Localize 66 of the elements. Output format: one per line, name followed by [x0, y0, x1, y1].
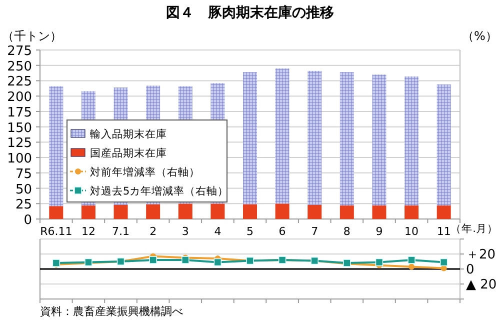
x-tick-label: R6.11 — [40, 225, 72, 238]
legend-label: 対過去5カ年増減率（右軸） — [90, 184, 229, 198]
legend-label: 輸入品期末在庫 — [90, 128, 167, 140]
y-tick-label: 225 — [7, 74, 32, 90]
bar — [49, 86, 64, 206]
bar — [340, 205, 354, 219]
bar — [404, 76, 419, 206]
x-tick-label: 9 — [376, 225, 383, 238]
bar — [210, 204, 225, 219]
x-tick-label: 11 — [436, 225, 451, 238]
point — [408, 264, 415, 270]
point — [375, 258, 384, 266]
y-tick-label: 0 — [24, 213, 32, 228]
y-tick-label: 175 — [7, 105, 32, 120]
y-tick-label: 200 — [7, 90, 32, 106]
bar — [372, 205, 386, 219]
y2-tick-label: ＋20 — [466, 248, 496, 262]
y-tick-label: 25 — [15, 198, 32, 213]
point — [181, 256, 190, 264]
y-tick-label: 75 — [15, 166, 32, 182]
y-tick-label: 150 — [7, 120, 32, 136]
x-tick-label: 7 — [311, 225, 318, 238]
bar — [436, 84, 451, 206]
legend-label: 対前年増減率（右軸） — [90, 166, 200, 178]
bar — [308, 70, 322, 205]
y-tick-label: 275 — [7, 44, 32, 59]
y-tick-label: 250 — [7, 59, 32, 74]
bar — [49, 206, 64, 219]
bar — [178, 204, 192, 219]
x-tick-label: 3 — [182, 225, 189, 238]
bar — [275, 68, 290, 204]
bar — [308, 204, 322, 219]
x-tick-label: 4 — [214, 225, 222, 238]
y-tick-label: 125 — [7, 136, 32, 152]
point — [149, 256, 157, 264]
bar — [436, 205, 451, 219]
y-tick-label: 100 — [7, 152, 32, 167]
bar — [275, 204, 290, 219]
bar — [146, 204, 160, 219]
x-tick-label: 8 — [343, 225, 350, 238]
y2-tick-label: ▲ 20 — [466, 278, 497, 292]
chart-title: 図４ 豚肉期末在庫の推移 — [166, 4, 334, 21]
x-tick-label: 12 — [81, 225, 96, 238]
bar — [404, 205, 419, 219]
x-tick-label: 5 — [246, 225, 254, 238]
bar — [243, 204, 257, 219]
x-axis-title: （年.月） — [450, 223, 498, 235]
point — [408, 256, 416, 264]
text: 資料：農畜産業振興機構調べ — [40, 305, 183, 318]
x-tick-label: 6 — [278, 225, 286, 238]
y-axis-title: （千トン） — [2, 29, 62, 43]
x-tick-label: 7.1 — [112, 225, 130, 238]
y-tick-label: 50 — [15, 182, 32, 198]
point — [440, 258, 448, 266]
x-tick-label: 10 — [404, 225, 419, 238]
bar — [114, 204, 128, 219]
bar — [243, 72, 257, 204]
bar — [81, 205, 96, 219]
x-tick-label: 2 — [150, 225, 157, 238]
bar — [340, 72, 354, 206]
y2-axis-title: （%） — [462, 29, 498, 43]
point — [52, 259, 60, 267]
bar — [372, 74, 386, 206]
y2-tick-label: 0 — [466, 262, 474, 278]
point — [214, 258, 222, 266]
legend-label: 国産品期末在庫 — [90, 146, 167, 160]
